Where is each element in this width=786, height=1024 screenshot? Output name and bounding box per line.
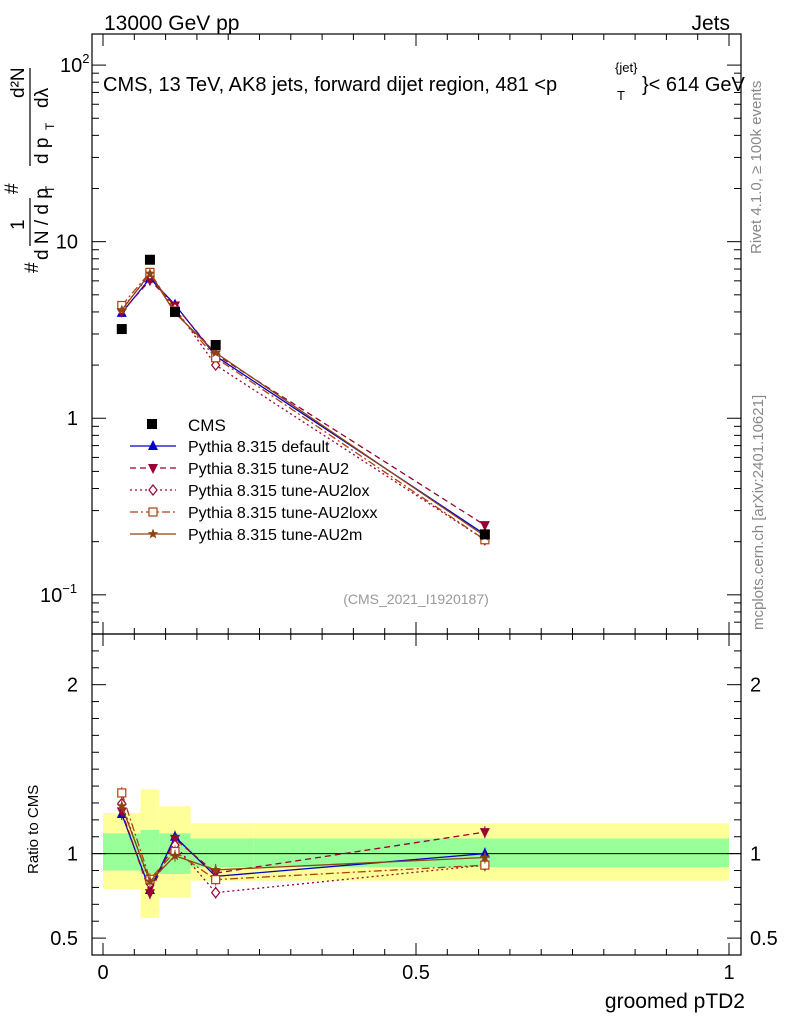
ylabel-dpT: d p — [32, 138, 53, 164]
header-right: Jets — [691, 12, 730, 35]
ratio-y-tick-label-right: 1 — [750, 844, 761, 866]
y-tick-label: 10−1 — [40, 581, 77, 607]
ylabel-hash1: # — [22, 262, 43, 273]
legend-label: Pythia 8.315 tune-AU2loxx — [188, 505, 377, 522]
mcplots-label: mcplots.cern.ch [arXiv:2401.10621] — [750, 395, 767, 630]
ratio-point — [479, 828, 490, 839]
ratio-series-line — [121, 811, 485, 895]
legend-marker — [148, 484, 158, 496]
ratio-point — [210, 886, 221, 899]
ratio-y-tick-label-right: 0.5 — [750, 928, 778, 950]
series-point — [479, 521, 490, 532]
analysis-watermark: (CMS_2021_I1920187) — [343, 591, 489, 607]
y-tick-exponent: 2 — [82, 51, 89, 66]
ratio-point — [144, 889, 155, 900]
rivet-label: Rivet 4.1.0, ≥ 100k events — [748, 81, 765, 254]
legend-label: Pythia 8.315 default — [188, 439, 330, 456]
legend: CMS Pythia 8.315 default Pythia 8.315 tune… — [130, 416, 377, 544]
ratio-point — [116, 800, 127, 811]
data-point — [116, 324, 127, 335]
ratio-y-tick-label: 1 — [67, 844, 78, 866]
x-tick-label: 0.5 — [402, 962, 430, 984]
y-axis-label: # 1 d N / d p T # d²N d p T dλ — [2, 67, 57, 273]
ratio-stat-band — [140, 829, 160, 874]
main-frame — [91, 33, 742, 635]
legend-label-data: CMS — [188, 416, 226, 435]
ratio-stat-band — [103, 833, 141, 871]
data-point — [210, 339, 221, 350]
ratio-point — [210, 864, 221, 875]
legend-label: Pythia 8.315 tune-AU2lox — [188, 483, 369, 500]
title-post: }< 614 GeV — [642, 74, 746, 96]
legend-label: Pythia 8.315 tune-AU2m — [188, 527, 362, 544]
x-axis-label: groomed pTD2 — [605, 990, 745, 1013]
header-left: 13000 GeV pp — [104, 12, 239, 35]
series-point — [210, 347, 221, 358]
ratio-y-tick-label-right: 2 — [750, 675, 761, 697]
ylabel-d2N: d²N — [8, 67, 29, 98]
ratio-y-axis-label: Ratio to CMS — [25, 785, 42, 874]
ratio-point — [479, 852, 491, 862]
title-sup: {jet} — [615, 60, 638, 75]
series-point — [144, 276, 155, 287]
title-pre: CMS, 13 TeV, AK8 jets, forward dijet reg… — [103, 74, 557, 96]
ylabel-one: 1 — [8, 219, 29, 230]
ratio-y-tick-label: 2 — [67, 675, 78, 697]
legend-marker-data — [147, 419, 157, 429]
series-line — [121, 271, 486, 541]
ylabel-dN: d N / d p — [32, 188, 53, 260]
ratio-point — [117, 788, 127, 798]
data-point — [144, 254, 155, 265]
ratio-point — [169, 850, 181, 861]
y-tick-base: 10 — [56, 232, 78, 254]
ylabel-T1: T — [43, 185, 57, 193]
y-tick-base: 10 — [40, 585, 62, 607]
series-point — [116, 304, 127, 315]
series-point — [144, 268, 156, 278]
x-tick-label: 0 — [97, 962, 108, 984]
data-point — [169, 306, 180, 317]
series-point — [210, 359, 221, 372]
y-tick-exponent: −1 — [62, 581, 77, 596]
ratio-point — [144, 875, 156, 886]
y-tick-base: 1 — [67, 408, 78, 430]
plot-title: CMS, 13 TeV, AK8 jets, forward dijet reg… — [103, 60, 746, 103]
y-tick-label: 102 — [60, 51, 89, 77]
ratio-point — [211, 875, 221, 885]
x-tick-label: 1 — [723, 962, 734, 984]
legend-marker — [148, 464, 158, 474]
y-tick-label: 1 — [67, 408, 78, 430]
y-tick-label: 10 — [56, 232, 78, 254]
ratio-frame — [91, 633, 742, 956]
title-sub: T — [617, 88, 625, 103]
y-tick-base: 10 — [60, 55, 82, 77]
ylabel-dlambda: dλ — [32, 87, 53, 108]
title-main: CMS, 13 TeV, AK8 jets, forward dijet reg… — [103, 74, 557, 96]
legend-label: Pythia 8.315 tune-AU2 — [188, 461, 349, 478]
legend-marker — [147, 528, 159, 539]
ylabel-hash2: # — [2, 183, 23, 194]
legend-marker — [148, 440, 158, 450]
ratio-y-tick-label: 0.5 — [50, 928, 78, 950]
data-point — [479, 529, 490, 540]
legend-marker — [148, 507, 158, 517]
ratio-stat-band — [253, 838, 730, 868]
ratio-panel: 0 0.5 1 0.5 0.5 1 1 2 2 — [50, 633, 778, 984]
ratio-stat-band — [190, 838, 254, 868]
ylabel-T2: T — [43, 122, 57, 130]
